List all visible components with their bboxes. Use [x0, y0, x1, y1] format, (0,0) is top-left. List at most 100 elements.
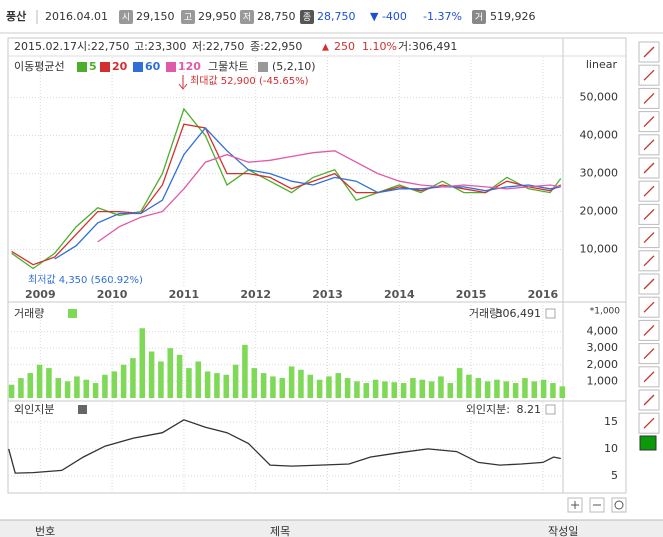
volume-bar — [92, 383, 99, 398]
volume-bar — [102, 374, 108, 398]
legend-swatch — [166, 62, 176, 72]
legend-swatch — [100, 62, 110, 72]
cursor-volume: 거:306,491 — [398, 40, 457, 53]
volume-bar — [27, 373, 34, 398]
volume-title: 거래량 — [14, 307, 44, 320]
close-button[interactable] — [545, 308, 556, 319]
y-tick-label: 4,000 — [587, 325, 619, 338]
y-tick-label: 1,000 — [587, 374, 619, 387]
net-chart-label: 그물차트 — [208, 60, 248, 73]
volume-bar — [288, 366, 295, 398]
cursor-open: 시:22,750 — [77, 40, 129, 53]
volume-readout: 거래량: — [469, 307, 503, 320]
volume-bar — [130, 358, 136, 398]
x-tick-label: 2015 — [456, 288, 487, 301]
volume-bar — [344, 378, 351, 398]
tool-icon — [643, 46, 655, 58]
quote-value: 28,750 — [257, 10, 296, 23]
volume-bar — [410, 378, 416, 398]
x-tick-label: 2012 — [240, 288, 271, 301]
x-tick-label: 2010 — [97, 288, 128, 301]
volume-bar — [223, 374, 230, 398]
volume-bar — [438, 376, 444, 398]
quote-icon-label: 종 — [303, 12, 311, 23]
volume-bar — [354, 381, 360, 398]
tool-icon — [643, 301, 655, 313]
volume-bar — [316, 379, 323, 398]
cursor-change: 250 — [334, 40, 355, 53]
cursor-high: 고:23,300 — [134, 40, 186, 53]
legend-label: 120 — [178, 60, 201, 73]
quote-icon — [300, 10, 314, 24]
x-tick-label: 2011 — [169, 288, 200, 301]
cursor-arrow: ▲ — [322, 43, 329, 53]
x-tick-label: 2013 — [312, 288, 343, 301]
tool-icon — [643, 139, 655, 151]
zoom-in-icon — [571, 501, 579, 509]
quote-group: 시 29,150 고 29,950 저 28,750 종 28,750 — [119, 10, 356, 24]
volume-bar — [550, 383, 556, 398]
legend-swatch — [77, 62, 87, 72]
tool-icon — [643, 348, 655, 360]
volume-bar — [391, 382, 398, 398]
volume-bar — [512, 383, 519, 398]
quote-icon-label: 고 — [184, 13, 192, 23]
foreign-readout: 외인지분: — [466, 403, 510, 416]
volume-icon-label: 거 — [475, 12, 483, 23]
header-bar — [0, 0, 663, 33]
legend: 5 20 60 120 — [77, 60, 201, 73]
max-arrow-head — [178, 83, 188, 90]
volume-bar — [260, 373, 267, 398]
y-tick-label: 2,000 — [587, 358, 619, 371]
tool-icon — [643, 208, 655, 220]
column-header: 작성일 — [548, 524, 578, 537]
scale-label: linear — [586, 58, 618, 71]
quote-icon — [119, 10, 133, 24]
volume-bar — [111, 371, 118, 398]
close-button[interactable] — [545, 404, 556, 415]
zoom-controls — [567, 497, 627, 513]
ma-line — [97, 150, 561, 243]
legend-title: 이동평균선 — [14, 60, 65, 73]
reset-button[interactable] — [611, 497, 627, 513]
volume-bar — [139, 328, 146, 398]
tool-icon — [643, 116, 655, 128]
color-button[interactable] — [639, 435, 657, 451]
volume-bar — [279, 378, 286, 398]
volume-unit: *1,000 — [590, 307, 621, 317]
volume-bar — [540, 379, 547, 398]
volume-bar — [36, 364, 43, 398]
volume-bar — [326, 376, 332, 398]
quote-value: 29,950 — [198, 10, 237, 23]
volume-bar — [195, 361, 202, 398]
volume-bar — [382, 381, 388, 398]
volume-bar — [176, 354, 183, 398]
tool-icon — [643, 69, 655, 81]
stock-name: 풍산 — [6, 9, 26, 23]
volume-bar — [46, 368, 52, 398]
tool-icon — [643, 371, 655, 383]
x-tick-label: 2016 — [528, 288, 559, 301]
column-header: 번호 — [35, 525, 55, 537]
volume-bar — [64, 381, 71, 398]
y-tick-label: 10 — [604, 442, 618, 455]
volume-bar — [419, 379, 426, 398]
tool-icon — [643, 278, 655, 290]
tool-icon — [643, 255, 655, 267]
volume-bar — [298, 369, 304, 398]
column-header: 제목 — [270, 525, 290, 537]
chart-frame — [7, 37, 627, 494]
tool-icon — [643, 185, 655, 197]
max-annotation: 최대값 52,900 (-45.65%) — [190, 75, 309, 87]
reset-icon — [614, 500, 624, 510]
quote-icon-label: 저 — [243, 12, 251, 23]
quote-date: 2016.04.01 — [45, 10, 108, 23]
volume-bar — [456, 368, 463, 398]
tool-icon — [643, 417, 655, 429]
volume-bar — [475, 378, 482, 398]
cursor-low: 저:22,750 — [192, 40, 244, 53]
volume-bar — [74, 376, 80, 398]
volume-bar — [428, 381, 435, 398]
cursor-date: 2015.02.17 — [14, 40, 77, 53]
